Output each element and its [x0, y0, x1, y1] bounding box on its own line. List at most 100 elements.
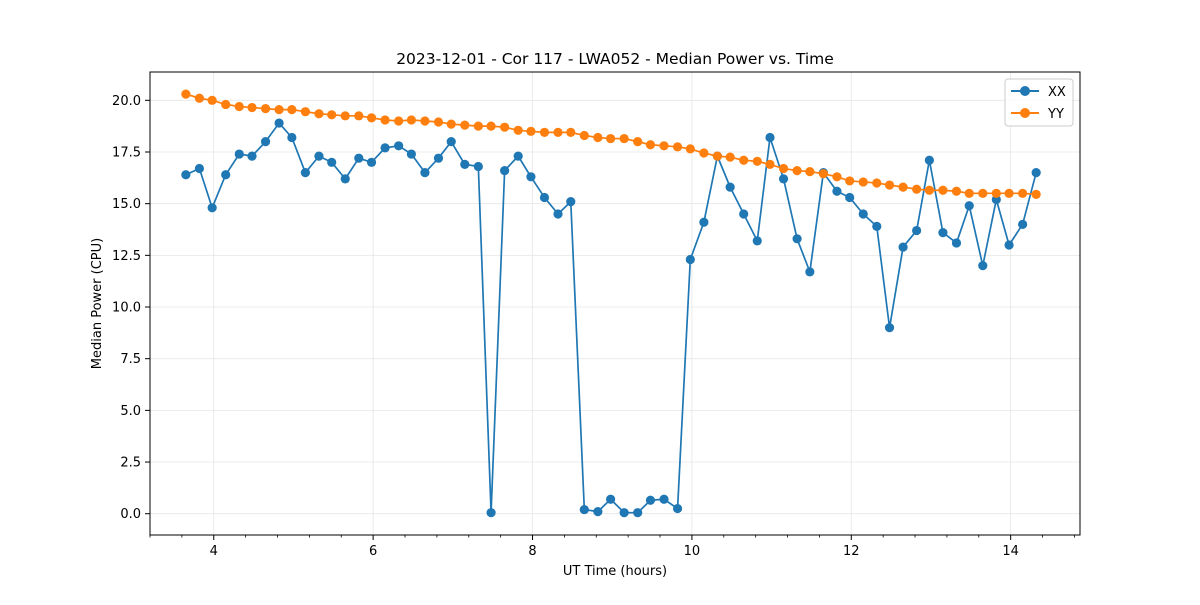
y-tick-label: 2.5 [120, 456, 141, 471]
data-point-xx [805, 267, 815, 277]
x-tick-label: 8 [528, 544, 536, 559]
data-point-xx [473, 161, 483, 172]
x-tick-label: 10 [684, 544, 701, 559]
data-point-xx [380, 143, 390, 153]
data-point-yy [991, 188, 1001, 198]
x-tick-label: 4 [210, 544, 218, 559]
data-point-xx [460, 159, 470, 169]
data-point-xx [619, 508, 629, 518]
data-point-yy [247, 102, 257, 113]
data-point-yy [340, 111, 350, 121]
data-point-xx [354, 153, 364, 163]
data-point-yy [300, 107, 310, 117]
data-point-yy [380, 115, 390, 125]
data-point-xx [566, 197, 576, 207]
data-point-xx [606, 494, 616, 504]
data-point-yy [805, 167, 815, 177]
data-point-yy [366, 113, 377, 123]
y-axis-label: Median Power (CPU) [90, 238, 105, 369]
data-point-yy [194, 93, 205, 103]
legend-marker-xx [1020, 86, 1030, 96]
data-point-yy [872, 178, 882, 188]
data-point-xx [500, 165, 510, 176]
data-point-yy [752, 156, 762, 166]
data-point-yy [912, 184, 922, 194]
plot-frame [149, 71, 1081, 536]
data-point-yy [898, 182, 908, 192]
data-point-yy [327, 110, 337, 120]
y-tick-label: 7.5 [120, 352, 141, 367]
data-point-yy [566, 127, 576, 137]
y-tick-label: 15.0 [112, 197, 141, 212]
data-point-xx [672, 503, 683, 514]
data-point-xx [526, 172, 536, 182]
data-point-xx [539, 192, 550, 203]
data-point-xx [752, 236, 762, 246]
data-point-yy [446, 119, 456, 129]
data-point-xx [433, 153, 444, 163]
legend-label-xx: XX [1048, 85, 1066, 100]
data-point-yy [420, 116, 430, 126]
data-point-yy [181, 89, 191, 99]
data-point-yy [884, 180, 895, 190]
data-point-yy [207, 95, 217, 105]
data-point-xx [978, 261, 988, 271]
data-point-xx [260, 137, 271, 147]
data-point-yy [964, 188, 974, 198]
series-line-xx [185, 122, 1037, 514]
x-axis-label: UT Time (hours) [563, 564, 667, 579]
data-point-xx [593, 507, 603, 517]
data-point-xx [858, 209, 868, 219]
data-point-xx [300, 168, 310, 178]
series-yy [181, 89, 1041, 199]
data-point-yy [526, 126, 536, 136]
data-point-yy [406, 115, 416, 125]
data-point-yy [486, 121, 496, 131]
data-point-yy [221, 99, 231, 110]
data-point-yy [778, 163, 789, 174]
data-point-yy [712, 151, 723, 161]
data-point-xx [314, 151, 324, 161]
data-point-yy [433, 117, 444, 127]
data-point-yy [1031, 189, 1041, 199]
data-point-yy [685, 144, 695, 154]
data-point-yy [818, 169, 828, 179]
data-point-yy [354, 111, 364, 121]
series-xx [181, 118, 1041, 518]
data-point-yy [460, 120, 470, 130]
data-point-yy [539, 127, 550, 137]
data-point-yy [659, 141, 669, 151]
data-point-yy [725, 152, 735, 162]
data-point-xx [912, 225, 922, 236]
data-point-yy [500, 122, 510, 132]
data-point-yy [234, 101, 244, 112]
data-point-yy [645, 140, 656, 150]
data-point-xx [872, 221, 882, 231]
legend-marker-yy [1020, 108, 1030, 118]
data-point-yy [260, 103, 271, 114]
data-point-yy [553, 127, 563, 137]
data-point-xx [659, 494, 669, 504]
data-point-xx [420, 168, 430, 178]
data-point-yy [765, 159, 775, 169]
data-point-yy [832, 172, 842, 182]
data-point-xx [725, 182, 735, 192]
data-point-yy [739, 155, 749, 165]
data-point-xx [287, 132, 297, 143]
data-point-xx [221, 170, 231, 180]
data-point-xx [207, 203, 217, 213]
data-point-xx [1018, 219, 1028, 229]
data-point-xx [699, 217, 709, 227]
data-point-yy [473, 121, 483, 131]
data-point-yy [845, 176, 855, 186]
data-point-xx [765, 132, 775, 143]
data-point-yy [633, 137, 643, 147]
y-tick-label: 0.0 [120, 507, 141, 522]
data-point-xx [486, 508, 496, 518]
data-point-yy [606, 133, 616, 144]
data-point-xx [685, 254, 695, 265]
data-point-xx [394, 141, 404, 151]
y-axis-ticks: 0.0 2.5 5.0 7.5 10.0 12.5 15.0 17.5 20.0 [112, 94, 150, 522]
